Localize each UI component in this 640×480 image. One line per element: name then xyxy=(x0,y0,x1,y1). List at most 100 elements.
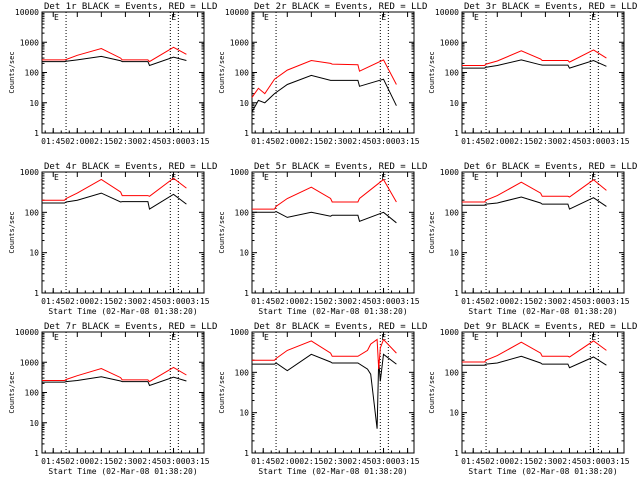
y-axis-label: Counts/sec xyxy=(428,51,436,93)
y-tick-label: 100 xyxy=(445,368,460,377)
series-line-events xyxy=(42,55,187,67)
y-tick-label: 10 xyxy=(239,249,249,258)
series-line-events xyxy=(251,74,397,113)
y-tick-label: 100 xyxy=(235,208,250,217)
y-axis-label: Counts/sec xyxy=(218,371,226,413)
y-tick-label: 100 xyxy=(235,368,250,377)
y-tick-label: 10 xyxy=(449,249,459,258)
x-tick-label: 01:45 xyxy=(461,137,485,146)
x-tick-label: 03:00 xyxy=(161,297,185,306)
y-tick-label: 10000 xyxy=(225,8,249,17)
x-tick-label: 03:00 xyxy=(371,457,395,466)
x-tick-label: 02:15 xyxy=(89,297,113,306)
y-axis-label: Counts/sec xyxy=(8,51,16,93)
panel-title: Det 1r BLACK = Events, RED = LLD xyxy=(44,2,217,12)
x-tick-label: 02:45 xyxy=(137,137,161,146)
y-tick-label: 1000 xyxy=(230,168,249,177)
y-tick-label: 1 xyxy=(244,449,249,458)
x-tick-label: 03:15 xyxy=(606,457,630,466)
x-tick-label: 02:00 xyxy=(485,457,509,466)
series-line-events xyxy=(462,59,607,69)
x-tick-label: 02:15 xyxy=(89,137,113,146)
series-line-events xyxy=(252,210,397,224)
y-tick-label: 10 xyxy=(239,99,249,108)
panel-title: Det 5r BLACK = Events, RED = LLD xyxy=(254,162,427,172)
y-tick-label: 10 xyxy=(239,409,249,418)
y-axis-label: Counts/sec xyxy=(8,371,16,413)
plot-frame xyxy=(41,171,205,294)
series-line-events xyxy=(42,376,187,387)
y-tick-label: 100 xyxy=(445,69,460,78)
panel-det-3: Det 3r BLACK = Events, RED = LLD 1 10 100 10… xyxy=(428,2,637,146)
x-tick-label: 01:45 xyxy=(251,137,275,146)
x-tick-label: 02:00 xyxy=(275,297,299,306)
x-tick-label: 02:00 xyxy=(275,137,299,146)
x-axis-label: Start Time (02-Mar-08 01:38:20) xyxy=(48,307,197,316)
series-line-lld xyxy=(252,338,397,370)
x-tick-label: 02:15 xyxy=(509,137,533,146)
x-tick-label: 03:15 xyxy=(186,457,210,466)
series-line-lld xyxy=(42,177,187,201)
x-tick-label: 01:45 xyxy=(41,297,65,306)
event-marker-label: E xyxy=(54,333,59,342)
x-tick-label: 02:00 xyxy=(485,137,509,146)
y-tick-label: 1 xyxy=(244,129,249,138)
x-tick-label: 02:30 xyxy=(533,457,557,466)
panel-det-9: Det 9r BLACK = Events, RED = LLD 1 10 100 10… xyxy=(428,322,637,476)
x-tick-label: 02:15 xyxy=(509,457,533,466)
y-tick-label: 1 xyxy=(34,289,39,298)
panel-det-8: Det 8r BLACK = Events, RED = LLD 1 10 100 10… xyxy=(218,322,427,476)
panel-title: Det 2r BLACK = Events, RED = LLD xyxy=(254,2,427,12)
x-tick-label: 01:45 xyxy=(41,457,65,466)
series-line-events xyxy=(252,353,397,429)
x-tick-label: 03:00 xyxy=(581,137,605,146)
y-tick-label: 10 xyxy=(29,249,39,258)
x-tick-label: 02:15 xyxy=(299,297,323,306)
plot-frame xyxy=(461,331,625,454)
y-tick-label: 100 xyxy=(25,69,40,78)
event-marker-label: E xyxy=(474,333,479,342)
x-tick-label: 03:00 xyxy=(371,297,395,306)
x-axis-label: Start Time (02-Mar-08 01:38:20) xyxy=(468,467,617,476)
series-line-events xyxy=(42,192,187,210)
panel-det-6: Det 6r BLACK = Events, RED = LLD 1 10 100 10… xyxy=(428,162,637,316)
y-tick-label: 1000 xyxy=(230,38,249,47)
x-tick-label: 02:45 xyxy=(137,297,161,306)
x-tick-label: 03:15 xyxy=(606,137,630,146)
panel-title: Det 7r BLACK = Events, RED = LLD xyxy=(44,322,217,332)
y-tick-label: 100 xyxy=(445,208,460,217)
x-tick-label: 02:30 xyxy=(113,297,137,306)
panel-title: Det 6r BLACK = Events, RED = LLD xyxy=(464,162,637,172)
y-tick-label: 1000 xyxy=(230,328,249,337)
series-line-lld xyxy=(462,340,607,363)
event-marker-label: E xyxy=(264,173,269,182)
x-tick-label: 02:30 xyxy=(533,297,557,306)
event-marker-label: E xyxy=(171,13,176,22)
event-marker-label: E xyxy=(591,173,596,182)
event-marker-label: E xyxy=(474,173,479,182)
x-tick-label: 02:30 xyxy=(113,457,137,466)
y-tick-label: 10 xyxy=(29,419,39,428)
y-tick-label: 10000 xyxy=(15,8,39,17)
y-tick-label: 1 xyxy=(454,129,459,138)
x-tick-label: 01:45 xyxy=(461,457,485,466)
x-tick-label: 02:15 xyxy=(509,297,533,306)
y-tick-label: 1000 xyxy=(440,38,459,47)
x-tick-label: 01:45 xyxy=(461,297,485,306)
series-line-lld xyxy=(462,179,607,203)
y-tick-label: 1000 xyxy=(440,328,459,337)
x-tick-label: 01:45 xyxy=(251,297,275,306)
y-tick-label: 10 xyxy=(449,99,459,108)
event-marker-label: E xyxy=(171,333,176,342)
y-axis-label: Counts/sec xyxy=(428,371,436,413)
y-tick-label: 1000 xyxy=(20,358,39,367)
x-tick-label: 02:45 xyxy=(347,297,371,306)
x-tick-label: 01:45 xyxy=(41,137,65,146)
event-marker-label: E xyxy=(264,13,269,22)
x-tick-label: 03:15 xyxy=(186,297,210,306)
y-axis-label: Counts/sec xyxy=(428,211,436,253)
x-tick-label: 02:15 xyxy=(89,457,113,466)
panel-det-4: Det 4r BLACK = Events, RED = LLD 1 10 100 10… xyxy=(8,162,217,316)
y-tick-label: 1000 xyxy=(20,168,39,177)
